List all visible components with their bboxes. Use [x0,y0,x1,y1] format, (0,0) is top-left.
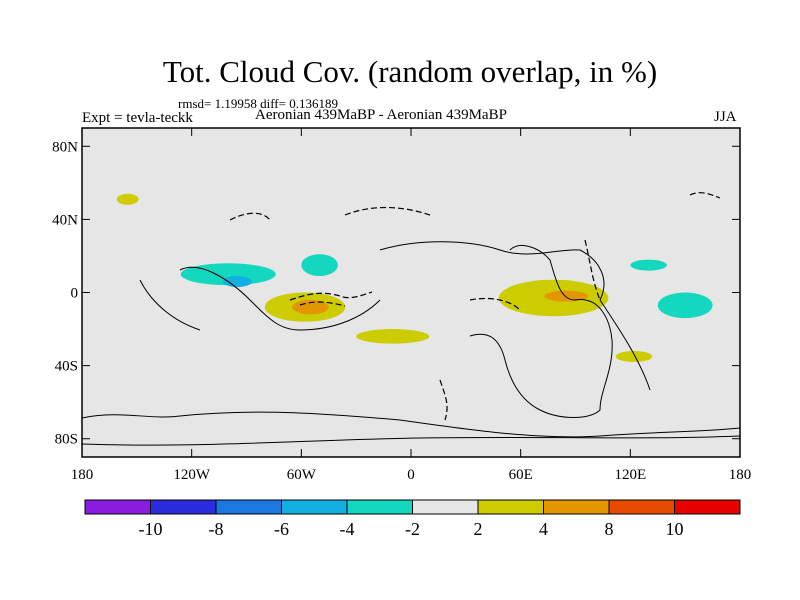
stats-text: rmsd= 1.19958 diff= 0.136189 [178,96,338,111]
coastline-antarctic [81,411,741,438]
y-tick-label: 0 [71,286,79,302]
x-tick-label: 0 [407,467,415,483]
colorbar-label: 2 [474,519,483,539]
colorbar-swatch [477,499,544,515]
coastline-north [379,241,605,301]
colorbar-label: 10 [666,519,684,539]
comparison-label: Aeronian 439MaBP - Aeronian 439MaBP [255,107,507,123]
coastline-east [599,299,651,391]
y-axis: 80N 40N 0 40S 80S [52,139,740,448]
x-tick-label: 60W [287,467,317,483]
coastlines [81,241,741,446]
anomaly-region [222,276,252,288]
dashed-boundaries [229,192,721,421]
plot-title: Tot. Cloud Cov. (random overlap, in %) [162,54,658,89]
colorbar-label: -2 [405,519,420,539]
y-tick-label: 40N [52,212,78,228]
anomaly-region [615,350,653,362]
x-tick-label: 60E [509,467,533,483]
colorbar-swatch [84,499,151,515]
x-tick-label: 180 [71,467,94,483]
x-tick-label: 180 [729,467,752,483]
colorbar-label: -4 [340,519,355,539]
y-tick-label: 40S [55,359,78,375]
y-tick-label: 80S [55,432,78,448]
colorbar-label: -8 [209,519,224,539]
anomaly-region [544,290,589,302]
anomaly-region [657,292,713,319]
x-axis: 180 120W 60W 0 60E 120E 180 [71,128,752,483]
anomaly-regions [116,193,713,362]
colorbar-swatch [674,499,741,515]
season-label: JJA [714,109,737,125]
experiment-label: Expt = tevla-teckk [82,110,193,126]
x-tick-label: 120E [614,467,646,483]
colorbar-swatch [281,499,348,515]
colorbar-swatch [150,499,217,515]
colorbar-swatch [346,499,413,515]
anomaly-region [180,263,276,286]
colorbar-swatch [543,499,610,515]
colorbar-swatch [412,499,479,515]
colorbar-swatch [215,499,282,515]
y-tick-label: 80N [52,139,78,155]
colorbar-label: 4 [539,519,548,539]
anomaly-region [292,299,329,315]
colorbar-label: 8 [605,519,614,539]
anomaly-region [116,193,139,205]
anomaly-region [301,254,338,277]
coastline-south-pole [81,435,741,446]
anomaly-region [356,329,430,344]
coastline-west [179,266,381,331]
coastline-africa-like [469,245,613,418]
colorbar-swatch [608,499,675,515]
map-background [82,128,740,457]
anomaly-region [630,259,667,271]
colorbar-label: -6 [274,519,289,539]
x-tick-label: 120W [173,467,211,483]
colorbar: -10 -8 -6 -4 -2 2 4 8 10 [84,499,741,539]
coastline-small [139,279,201,331]
colorbar-label: -10 [139,519,163,539]
